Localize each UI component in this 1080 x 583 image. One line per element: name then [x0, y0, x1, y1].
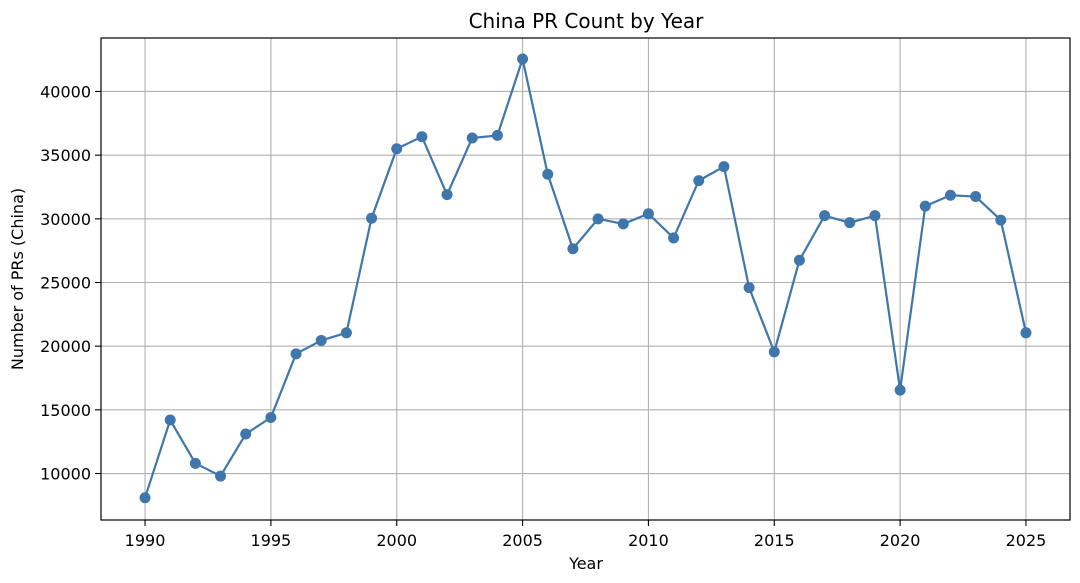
y-tick-label: 10000 [40, 465, 91, 484]
data-point [768, 346, 780, 358]
grid-lines [101, 38, 1070, 520]
data-point [869, 210, 881, 222]
data-series [139, 53, 1032, 504]
data-point [819, 210, 831, 222]
data-point [315, 334, 327, 346]
data-point [441, 189, 453, 201]
data-point [793, 254, 805, 266]
series-line [144, 57, 1028, 499]
data-point [416, 131, 428, 143]
x-tick-label: 2020 [880, 531, 921, 550]
data-point [542, 168, 554, 180]
x-tick-label: 2005 [502, 531, 543, 550]
data-point [139, 492, 151, 504]
data-point [743, 282, 755, 294]
x-tick-label: 1995 [251, 531, 292, 550]
data-point [290, 348, 302, 360]
data-point [265, 411, 277, 423]
data-point [567, 243, 579, 255]
x-tick-label: 2025 [1006, 531, 1047, 550]
data-point [491, 129, 503, 141]
chart-title: China PR Count by Year [469, 9, 705, 33]
y-tick-label: 20000 [40, 337, 91, 356]
data-point [215, 470, 227, 482]
y-tick-label: 40000 [40, 82, 91, 101]
data-point [466, 132, 478, 144]
data-point [894, 384, 906, 396]
data-point [693, 175, 705, 187]
y-tick-label: 35000 [40, 146, 91, 165]
data-point [617, 218, 629, 230]
data-point [995, 214, 1007, 226]
data-point [718, 161, 730, 173]
x-tick-label: 2010 [628, 531, 669, 550]
y-tick-label: 30000 [40, 210, 91, 229]
data-point [164, 414, 176, 426]
y-tick-label: 25000 [40, 274, 91, 293]
data-point [970, 191, 982, 203]
data-point [944, 189, 956, 201]
data-point [240, 428, 252, 440]
y-axis-title: Number of PRs (China) [8, 188, 27, 370]
data-point [340, 327, 352, 339]
data-point [919, 200, 931, 212]
x-tick-label: 1990 [125, 531, 166, 550]
data-point [592, 213, 604, 225]
x-axis-title: Year [568, 554, 603, 573]
x-tick-label: 2015 [754, 531, 795, 550]
plot-frame [100, 37, 1071, 521]
data-point [391, 143, 403, 155]
x-tick-label: 2000 [376, 531, 417, 550]
data-point [189, 457, 201, 469]
data-point [1020, 327, 1032, 339]
axis-ticks: 1990 1995 2000 2005 2010 2015 2020 2025 10000 150… [40, 82, 1046, 550]
data-point [668, 232, 680, 244]
data-point [642, 208, 654, 220]
data-point [366, 212, 378, 224]
data-point [517, 53, 529, 65]
y-tick-label: 15000 [40, 401, 91, 420]
data-point [844, 217, 856, 229]
